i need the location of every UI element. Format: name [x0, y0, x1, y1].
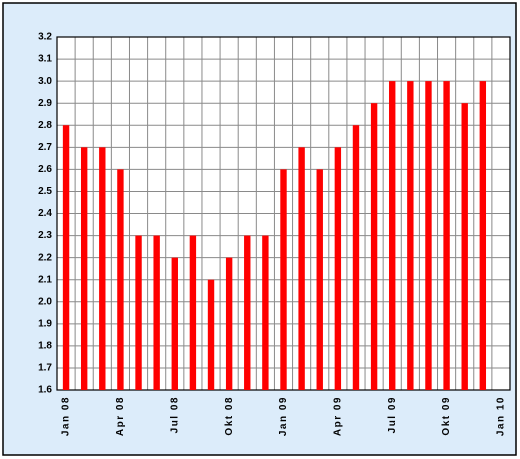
bar [117, 169, 124, 390]
y-tick-label: 3.1 [38, 54, 52, 65]
y-tick-label: 1.7 [38, 363, 52, 374]
y-tick-label: 2.1 [38, 274, 52, 285]
y-tick-label: 2.5 [38, 186, 52, 197]
y-tick-label: 2.7 [38, 142, 52, 153]
bar [370, 103, 378, 390]
x-tick-label: Jan 08 [61, 396, 72, 436]
x-tick-label: Okt 09 [441, 396, 452, 436]
y-tick-label: 2.4 [38, 208, 52, 219]
y-tick-label: 1.9 [38, 318, 52, 329]
bar [280, 169, 287, 390]
y-tick-label: 2.2 [38, 252, 52, 263]
y-tick-label: 1.6 [38, 385, 52, 396]
y-tick-label: 3.2 [38, 32, 52, 43]
bar [244, 235, 251, 390]
bar [334, 147, 342, 390]
bar [407, 81, 414, 390]
bar [171, 257, 178, 390]
y-tick-label: 2.3 [38, 230, 52, 241]
bar [479, 81, 487, 390]
bar [298, 147, 305, 390]
y-tick-label: 1.8 [38, 341, 52, 352]
y-tick-label: 3.0 [38, 76, 52, 87]
x-tick-label: Jan 09 [278, 396, 289, 436]
x-tick-label: Okt 08 [224, 396, 235, 436]
x-tick-label: Apr 08 [115, 396, 126, 436]
bar [207, 279, 215, 390]
x-tick-label: Apr 09 [333, 396, 344, 436]
y-tick-label: 2.6 [38, 164, 52, 175]
y-tick-label: 2.0 [38, 296, 52, 307]
bar [189, 235, 197, 390]
y-tick-label: 2.9 [38, 98, 52, 109]
y-tick-label: 2.8 [38, 120, 52, 131]
x-tick-label: Jul 08 [169, 396, 180, 433]
bar [153, 235, 160, 390]
bar [62, 125, 70, 390]
x-tick-label: Jan 10 [496, 396, 507, 436]
bar [461, 103, 468, 390]
x-tick-label: Jul 09 [387, 396, 398, 433]
bar [225, 257, 233, 390]
bar [316, 169, 323, 390]
bar [389, 81, 396, 390]
bar [135, 235, 142, 390]
bar [80, 147, 88, 390]
bar [262, 235, 269, 390]
bar [352, 125, 360, 390]
bar [443, 81, 450, 390]
bar [99, 147, 106, 390]
bar [425, 81, 432, 390]
